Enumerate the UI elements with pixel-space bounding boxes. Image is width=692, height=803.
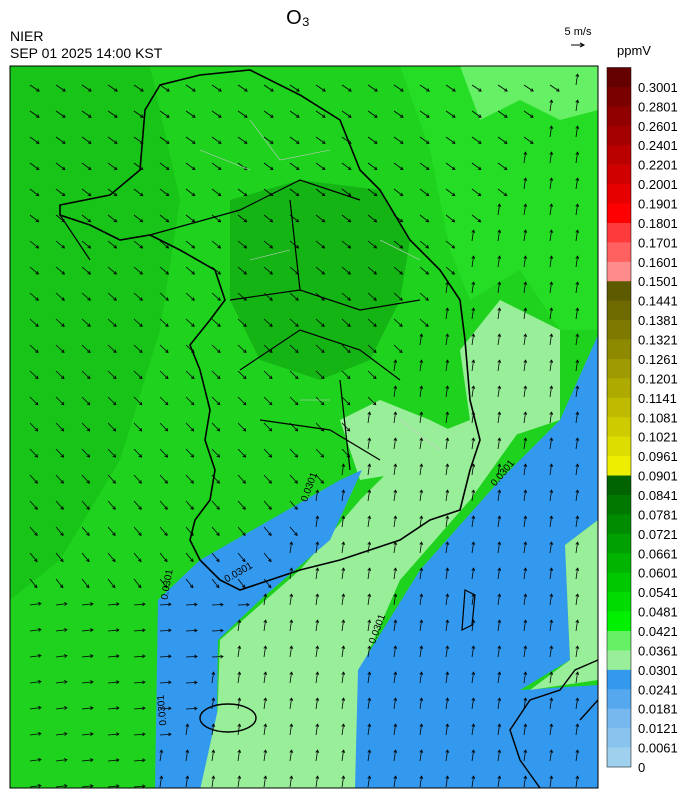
colorbar-label: 0.2001 <box>638 177 678 192</box>
colorbar-label: 0.1021 <box>638 430 678 445</box>
agency: NIER <box>10 28 43 44</box>
colorbar-label: 0.1081 <box>638 410 678 425</box>
colorbar-label: 0.0181 <box>638 702 678 717</box>
colorbar-label: 0.0721 <box>638 527 678 542</box>
colorbar-label: 0.0901 <box>638 469 678 484</box>
colorbar-label: 0.2801 <box>638 99 678 114</box>
color-swatch <box>607 184 631 204</box>
color-swatch <box>607 340 631 360</box>
colorbar-label: 0.1501 <box>638 274 678 289</box>
colorbar-label: 0.0841 <box>638 488 678 503</box>
color-swatch <box>607 631 631 651</box>
colorbar-label: 0 <box>638 760 645 775</box>
color-swatch <box>607 650 631 670</box>
color-swatch <box>607 204 631 224</box>
colorbar-label: 0.1261 <box>638 352 678 367</box>
color-swatch <box>607 514 631 534</box>
color-swatch <box>607 553 631 573</box>
colorbar-label: 0.0481 <box>638 605 678 620</box>
title: O₃ <box>286 7 310 29</box>
color-swatch <box>607 126 631 146</box>
colorbar-label: 0.0121 <box>638 721 678 736</box>
color-swatch <box>607 670 631 690</box>
colorbar-label: 0.1801 <box>638 216 678 231</box>
color-swatch <box>607 437 631 457</box>
color-swatch <box>607 262 631 282</box>
timestamp: SEP 01 2025 14:00 KST <box>10 45 163 61</box>
colorbar-label: 0.0421 <box>638 624 678 639</box>
color-swatch <box>607 456 631 476</box>
colorbar-label: 0.3001 <box>638 80 678 95</box>
colorbar-label: 0.1321 <box>638 333 678 348</box>
color-swatch <box>607 573 631 593</box>
colorbar-label: 0.1381 <box>638 313 678 328</box>
colorbar-label: 0.0061 <box>638 741 678 756</box>
colorbar-label: 0.0601 <box>638 566 678 581</box>
colorbar-label: 0.0361 <box>638 643 678 658</box>
color-swatch <box>607 106 631 126</box>
colorbar-label: 0.0301 <box>638 663 678 678</box>
color-swatch <box>607 709 631 729</box>
colorbar-label: 0.0961 <box>638 449 678 464</box>
color-swatch <box>607 223 631 243</box>
colorbar-label: 0.2201 <box>638 158 678 173</box>
color-swatch <box>607 145 631 165</box>
color-swatch <box>607 165 631 185</box>
color-swatch <box>607 612 631 632</box>
color-swatch <box>607 242 631 262</box>
color-swatch <box>607 378 631 398</box>
color-swatch <box>607 359 631 379</box>
colorbar-label: 0.1141 <box>638 391 677 406</box>
colorbar-unit: ppmV <box>617 43 651 58</box>
colorbar-label: 0.1701 <box>638 235 678 250</box>
colorbar-label: 0.1901 <box>638 197 678 212</box>
color-swatch <box>607 68 631 88</box>
colorbar-label: 0.0541 <box>638 585 678 600</box>
color-swatch <box>607 748 631 768</box>
color-swatch <box>607 87 631 107</box>
wind-reference-label: 5 m/s <box>565 26 592 38</box>
color-swatch <box>607 476 631 496</box>
colorbar-label: 0.2401 <box>638 138 678 153</box>
color-swatch <box>607 728 631 748</box>
colorbar-label: 0.0241 <box>638 682 678 697</box>
color-swatch <box>607 689 631 709</box>
color-swatch <box>607 534 631 554</box>
colorbar-label: 0.1201 <box>638 371 678 386</box>
color-swatch <box>607 281 631 301</box>
colorbar-label: 0.0661 <box>638 546 678 561</box>
colorbar-label: 0.2601 <box>638 119 678 134</box>
color-swatch <box>607 320 631 340</box>
color-swatch <box>607 495 631 515</box>
colorbar-label: 0.0781 <box>638 507 678 522</box>
color-swatch <box>607 398 631 418</box>
color-swatch <box>607 592 631 612</box>
color-swatch <box>607 301 631 321</box>
colorbar-label: 0.1441 <box>638 294 678 309</box>
color-swatch <box>607 417 631 437</box>
colorbar-label: 0.1601 <box>638 255 678 270</box>
